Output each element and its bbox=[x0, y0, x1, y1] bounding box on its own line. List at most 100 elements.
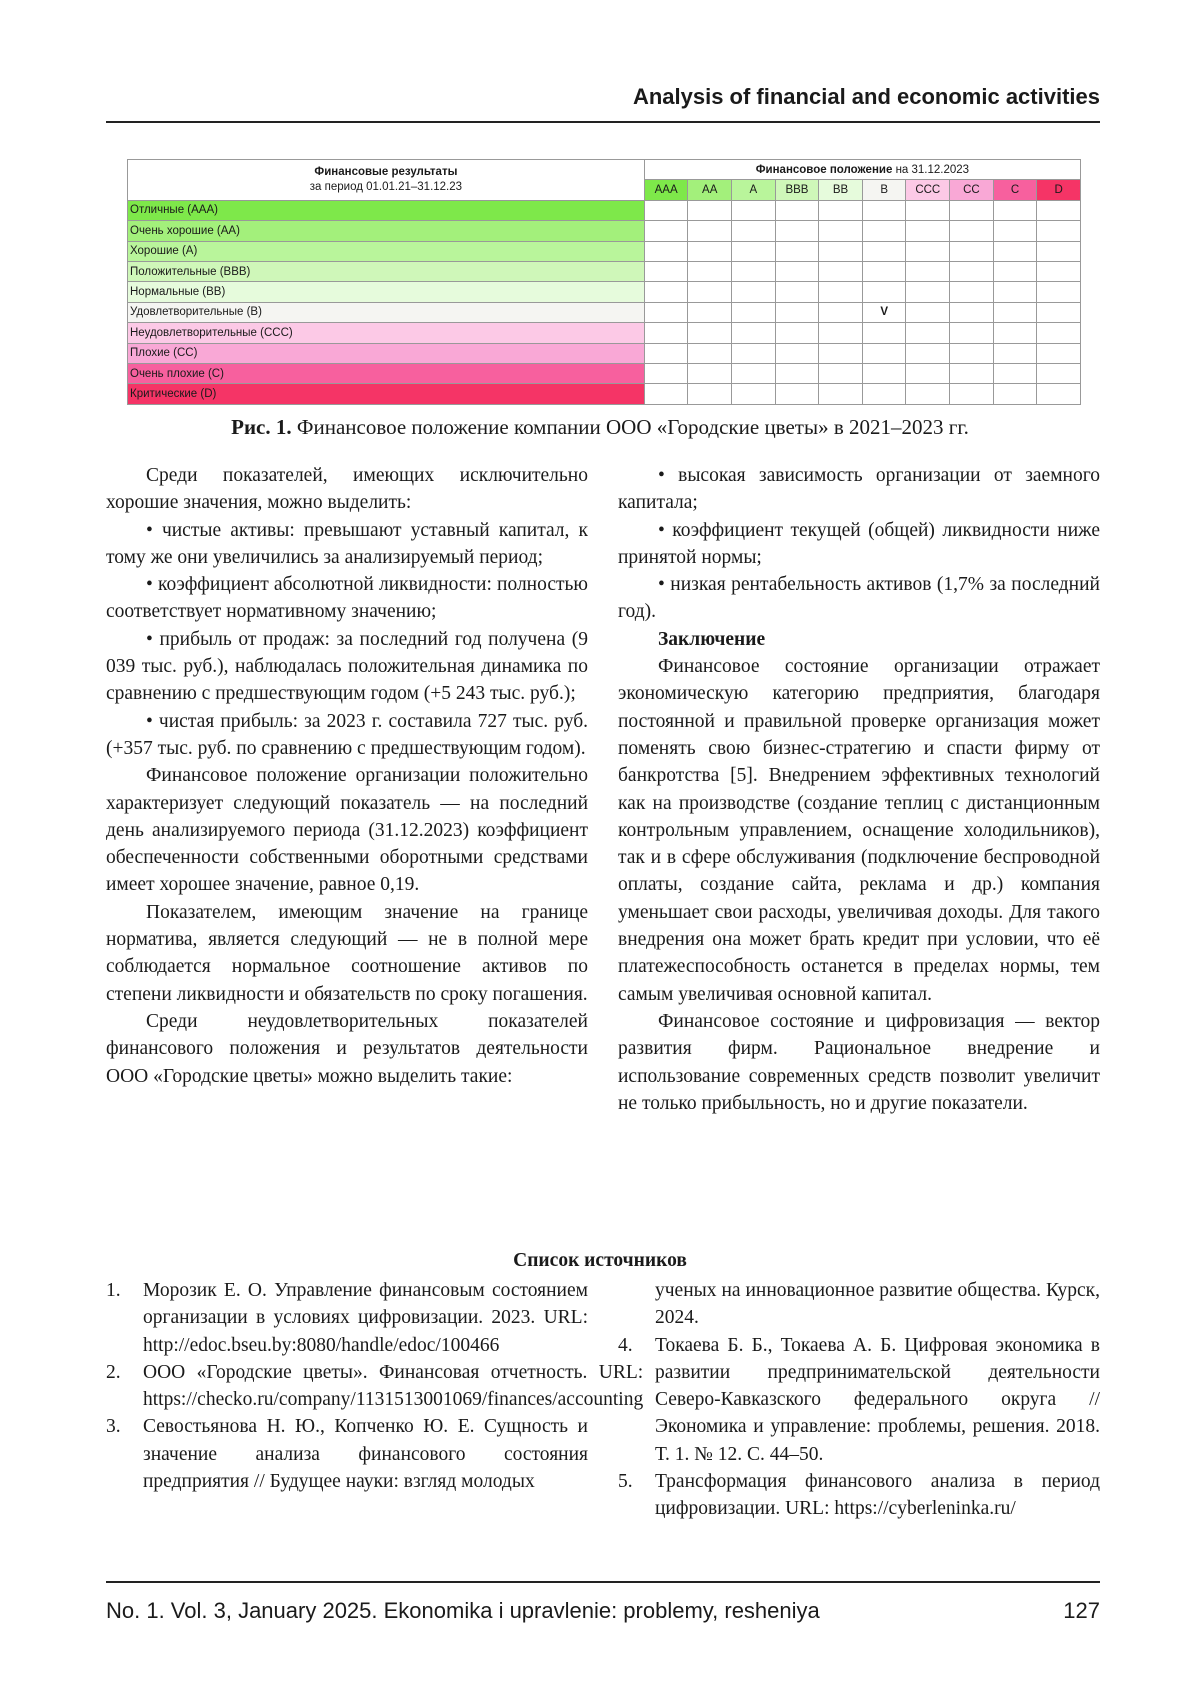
paragraph: Финансовое состояние организации отражае… bbox=[618, 656, 1100, 1005]
matrix-cell bbox=[1036, 301, 1081, 324]
reference-number: 3. bbox=[106, 1416, 121, 1438]
matrix-cell bbox=[818, 240, 863, 262]
reference-item: 2. ООО «Городские цветы». Финансовая отче… bbox=[106, 1359, 643, 1414]
matrix-row: Плохие (CC) bbox=[127, 342, 1081, 364]
matrix-cell bbox=[731, 301, 776, 324]
matrix-cell bbox=[643, 199, 689, 222]
matrix-cell bbox=[861, 342, 907, 364]
grade-header-cell: B bbox=[861, 179, 907, 201]
result-label: Плохие (CC) bbox=[127, 342, 645, 364]
matrix-cell bbox=[992, 220, 1038, 242]
matrix-cell bbox=[949, 281, 994, 303]
matrix-cell bbox=[731, 342, 776, 364]
matrix-cell bbox=[687, 362, 733, 385]
caption-label: Рис. 1. bbox=[231, 415, 292, 439]
grade-header-cell: BB bbox=[818, 179, 863, 201]
page-number: 127 bbox=[1063, 1598, 1100, 1623]
matrix-cell bbox=[1036, 199, 1081, 222]
matrix-cell bbox=[687, 301, 733, 324]
matrix-cell bbox=[949, 220, 994, 242]
matrix-cell bbox=[818, 220, 863, 242]
matrix-cell bbox=[643, 342, 689, 364]
matrix-cell bbox=[731, 199, 776, 222]
matrix-cell bbox=[643, 322, 689, 344]
journal-info: No. 1. Vol. 3, January 2025. Ekonomika i… bbox=[106, 1598, 820, 1623]
matrix-cell bbox=[818, 362, 863, 385]
matrix-cell bbox=[731, 362, 776, 385]
paragraph: Среди показателей, имеющих исключительно… bbox=[106, 465, 588, 514]
matrix-cell bbox=[774, 383, 820, 405]
matrix-cell bbox=[1036, 383, 1081, 405]
matrix-cell bbox=[992, 383, 1038, 405]
matrix-row: Положительные (BBB) bbox=[127, 260, 1081, 283]
reference-item: 5. Трансформация финансового анализа в пе… bbox=[618, 1468, 1100, 1523]
matrix-cell bbox=[992, 362, 1038, 385]
matrix-cell bbox=[861, 220, 907, 242]
matrix-cell bbox=[731, 383, 776, 405]
grade-header-cell: CCC bbox=[905, 179, 951, 201]
matrix-cell bbox=[949, 342, 994, 364]
matrix-cell bbox=[731, 322, 776, 344]
results-period: за период 01.01.21–31.12.23 bbox=[309, 180, 463, 193]
matrix-cell bbox=[905, 281, 951, 303]
results-title: Финансовые результаты bbox=[314, 165, 458, 178]
grade-header-cell: AA bbox=[687, 179, 733, 201]
header-rule bbox=[106, 121, 1100, 123]
matrix-cell bbox=[1036, 362, 1081, 385]
reference-number bbox=[618, 1277, 655, 1332]
result-label: Критические (D) bbox=[127, 383, 645, 405]
bullet-item: • низкая рентабельность активов (1,7% за… bbox=[618, 574, 1100, 623]
reference-text: Токаева Б. Б., Токаева А. Б. Цифровая эк… bbox=[655, 1334, 1100, 1465]
reference-number: 5. bbox=[618, 1471, 633, 1493]
position-title: Финансовое положение bbox=[755, 163, 893, 176]
footer-rule bbox=[106, 1581, 1100, 1583]
matrix-cell bbox=[731, 281, 776, 303]
reference-number: 2. bbox=[106, 1361, 121, 1383]
matrix-cell bbox=[774, 199, 820, 222]
matrix-cell bbox=[861, 199, 907, 222]
matrix-cell bbox=[992, 301, 1038, 324]
matrix-cell bbox=[687, 281, 733, 303]
matrix-cell bbox=[774, 322, 820, 344]
grade-header-cell: BBB bbox=[774, 179, 820, 201]
matrix-cell bbox=[687, 260, 733, 283]
reference-text: Трансформация финансового анализа в пери… bbox=[655, 1471, 1100, 1520]
grade-header-cell: A bbox=[731, 179, 776, 201]
matrix-cell bbox=[861, 240, 907, 262]
matrix-cell bbox=[992, 322, 1038, 344]
matrix-cell bbox=[905, 260, 951, 283]
reference-text: ООО «Городские цветы». Финансовая отчетн… bbox=[143, 1361, 644, 1411]
rating-matrix-figure: Финансовые результаты за период 01.01.21–… bbox=[127, 158, 1082, 405]
matrix-cell bbox=[818, 322, 863, 344]
matrix-row: Нормальные (ВВ) bbox=[127, 281, 1081, 303]
matrix-cell bbox=[1036, 240, 1081, 262]
reference-item: 4. Токаева Б. Б., Токаева А. Б. Цифровая … bbox=[618, 1332, 1100, 1468]
matrix-cell bbox=[905, 240, 951, 262]
matrix-cell bbox=[992, 260, 1038, 283]
matrix-cell bbox=[818, 383, 863, 405]
position-header: Финансовое положение на 31.12.2023 bbox=[643, 158, 1082, 181]
matrix-cell bbox=[774, 240, 820, 262]
matrix-cell bbox=[1036, 220, 1081, 242]
result-label: Хорошие (A) bbox=[127, 240, 645, 262]
running-title: Analysis of financial and economic activ… bbox=[632, 84, 1100, 109]
matrix-cell bbox=[949, 362, 994, 385]
section-heading: Заключение bbox=[658, 628, 766, 650]
grade-header-cell: CC bbox=[949, 179, 994, 201]
matrix-cell bbox=[818, 301, 863, 324]
bullet-item: • чистая прибыль: за 2023 г. составила 7… bbox=[106, 710, 588, 759]
matrix-cell bbox=[861, 281, 907, 303]
bullet-item: • чистые активы: превышают уставный капи… bbox=[106, 519, 588, 568]
matrix-cell bbox=[949, 322, 994, 344]
matrix-cell bbox=[861, 383, 907, 405]
matrix-row: Критические (D) bbox=[127, 383, 1081, 405]
bullet-item: • коэффициент текущей (общей) ликвидност… bbox=[618, 519, 1100, 568]
selected-mark: V bbox=[861, 301, 907, 324]
matrix-cell bbox=[643, 301, 689, 324]
matrix-cell bbox=[643, 383, 689, 405]
matrix-cell bbox=[643, 220, 689, 242]
matrix-cell bbox=[687, 240, 733, 262]
matrix-cell bbox=[992, 240, 1038, 262]
matrix-cell bbox=[774, 301, 820, 324]
grade-header-cell: C bbox=[992, 179, 1038, 201]
